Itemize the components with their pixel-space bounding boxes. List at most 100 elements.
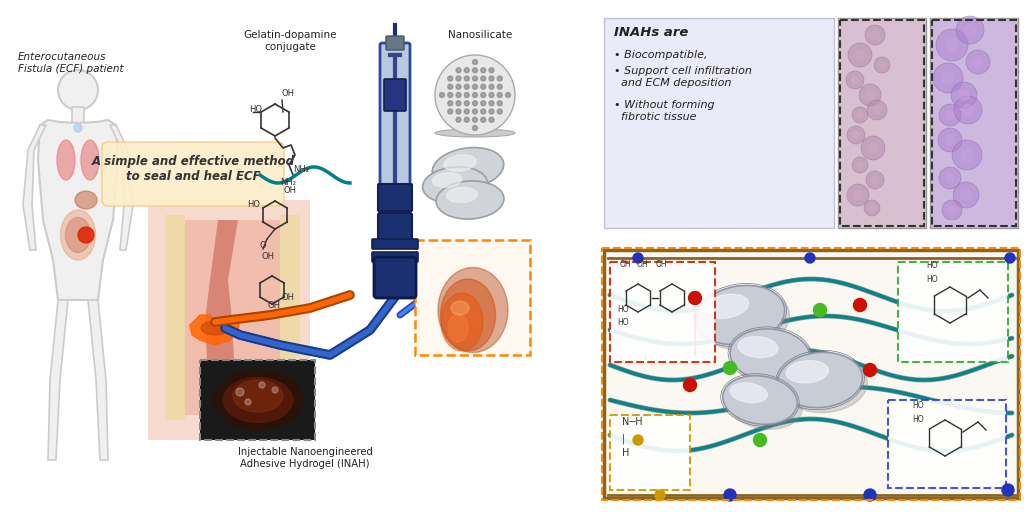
Circle shape (480, 101, 485, 106)
Circle shape (472, 76, 477, 81)
Circle shape (472, 109, 477, 114)
Circle shape (464, 84, 469, 89)
Polygon shape (23, 125, 46, 250)
Text: OH: OH (282, 293, 295, 302)
Circle shape (939, 167, 961, 189)
Circle shape (868, 143, 878, 153)
Circle shape (78, 227, 94, 243)
FancyBboxPatch shape (930, 18, 1018, 228)
Circle shape (854, 190, 862, 199)
Circle shape (871, 177, 879, 184)
Circle shape (489, 93, 494, 97)
Ellipse shape (446, 187, 477, 203)
Polygon shape (280, 215, 300, 420)
Circle shape (865, 91, 874, 99)
Circle shape (871, 31, 879, 39)
Circle shape (855, 50, 865, 60)
Ellipse shape (730, 383, 767, 402)
Circle shape (472, 68, 477, 73)
Circle shape (958, 90, 969, 100)
Circle shape (489, 76, 494, 81)
Polygon shape (88, 300, 108, 460)
Text: NH₂: NH₂ (280, 178, 296, 187)
Circle shape (867, 100, 887, 120)
Circle shape (498, 101, 502, 106)
FancyBboxPatch shape (374, 257, 416, 298)
Circle shape (864, 200, 880, 216)
Circle shape (966, 50, 990, 74)
Circle shape (480, 93, 485, 97)
Circle shape (472, 93, 477, 97)
Circle shape (272, 387, 278, 393)
Circle shape (805, 253, 815, 263)
Polygon shape (165, 215, 185, 420)
Circle shape (847, 184, 869, 206)
Circle shape (456, 93, 461, 97)
Circle shape (952, 140, 982, 170)
Text: N─H: N─H (622, 417, 643, 427)
Text: H: H (622, 448, 630, 458)
Circle shape (961, 149, 973, 161)
Circle shape (489, 68, 494, 73)
Circle shape (480, 84, 485, 89)
Ellipse shape (81, 140, 99, 180)
Circle shape (456, 109, 461, 114)
FancyBboxPatch shape (378, 184, 412, 211)
Circle shape (847, 126, 865, 144)
Circle shape (857, 162, 863, 168)
Circle shape (464, 76, 469, 81)
Circle shape (472, 101, 477, 106)
Circle shape (933, 63, 963, 93)
FancyBboxPatch shape (838, 18, 926, 228)
Circle shape (954, 96, 982, 124)
FancyBboxPatch shape (604, 18, 834, 228)
Circle shape (489, 109, 494, 114)
FancyBboxPatch shape (372, 239, 418, 249)
Circle shape (956, 16, 984, 44)
Circle shape (852, 157, 868, 173)
Circle shape (861, 136, 885, 160)
Circle shape (948, 206, 956, 214)
Text: • Biocompatible,: • Biocompatible, (614, 50, 708, 60)
Ellipse shape (233, 380, 283, 412)
Text: OH: OH (656, 260, 668, 269)
Polygon shape (48, 300, 68, 460)
Circle shape (865, 25, 885, 45)
Circle shape (851, 76, 858, 83)
Ellipse shape (441, 293, 483, 351)
Ellipse shape (730, 329, 810, 381)
Ellipse shape (213, 370, 303, 430)
Circle shape (464, 109, 469, 114)
Circle shape (489, 84, 494, 89)
Circle shape (863, 364, 877, 376)
Ellipse shape (432, 147, 504, 188)
Ellipse shape (700, 290, 790, 350)
Circle shape (245, 399, 251, 405)
FancyBboxPatch shape (72, 107, 84, 123)
Circle shape (480, 117, 485, 122)
Circle shape (456, 68, 461, 73)
Ellipse shape (458, 201, 492, 215)
Circle shape (435, 55, 515, 135)
Circle shape (724, 489, 736, 501)
Text: OH: OH (261, 252, 274, 261)
Circle shape (58, 70, 98, 110)
Ellipse shape (695, 285, 784, 345)
FancyBboxPatch shape (898, 262, 1008, 362)
Circle shape (464, 93, 469, 97)
Circle shape (472, 125, 477, 131)
Text: Injectable Nanoengineered
Adhesive Hydrogel (INAH): Injectable Nanoengineered Adhesive Hydro… (238, 447, 373, 468)
FancyBboxPatch shape (415, 240, 530, 355)
Circle shape (464, 101, 469, 106)
Text: NH₂: NH₂ (293, 165, 309, 174)
Ellipse shape (443, 186, 476, 200)
Circle shape (489, 101, 494, 106)
Polygon shape (205, 220, 238, 415)
FancyBboxPatch shape (604, 250, 1018, 498)
Circle shape (1005, 253, 1015, 263)
Circle shape (447, 93, 453, 97)
Circle shape (456, 76, 461, 81)
Ellipse shape (455, 168, 490, 183)
Circle shape (480, 109, 485, 114)
Circle shape (633, 253, 643, 263)
